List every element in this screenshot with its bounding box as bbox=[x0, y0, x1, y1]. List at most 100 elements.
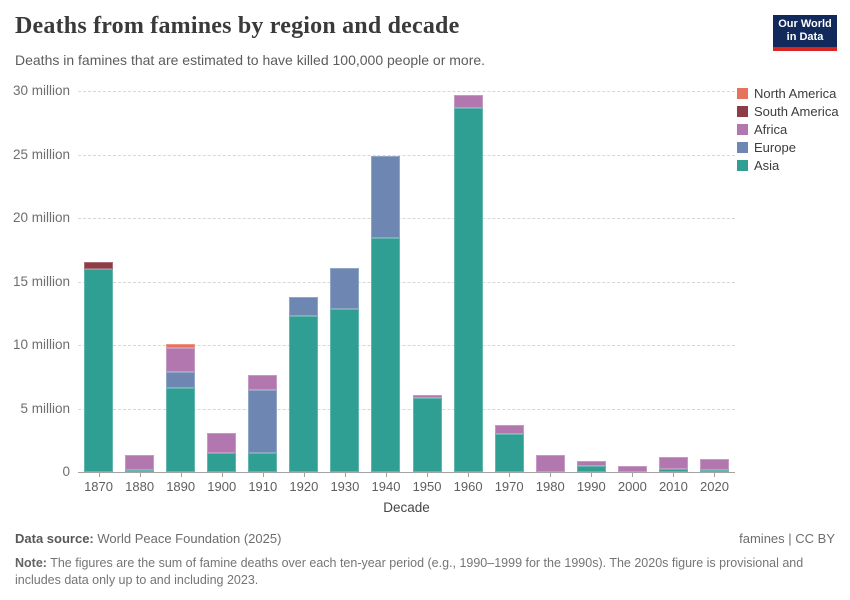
axis-tick bbox=[385, 473, 387, 477]
data-source-label: Data source: bbox=[15, 531, 94, 546]
bar-segment-africa[interactable] bbox=[166, 347, 196, 372]
y-axis-tick-label: 0 bbox=[62, 464, 70, 479]
x-axis-tick-label: 1920 bbox=[289, 479, 319, 494]
axis-tick bbox=[468, 473, 470, 477]
x-axis-tick-label: 2010 bbox=[658, 479, 688, 494]
axis-tick bbox=[98, 473, 100, 477]
legend-label: Africa bbox=[754, 121, 788, 137]
bar-segment-south-america[interactable] bbox=[84, 261, 114, 269]
bar-segment-asia[interactable] bbox=[84, 268, 114, 472]
x-axis-tick-label: 1930 bbox=[330, 479, 360, 494]
axis-tick bbox=[262, 473, 264, 477]
data-source-line: Data source: World Peace Foundation (202… bbox=[15, 531, 281, 546]
y-axis-tick-label: 10 million bbox=[12, 337, 70, 352]
bar-segment-europe[interactable] bbox=[330, 268, 360, 309]
gridline bbox=[78, 218, 735, 219]
bar-segment-africa[interactable] bbox=[617, 465, 647, 472]
bar-segment-africa[interactable] bbox=[494, 425, 524, 434]
owid-logo-line2: in Data bbox=[786, 31, 824, 43]
axis-tick bbox=[632, 473, 634, 477]
legend-label: Asia bbox=[754, 157, 780, 173]
bar-segment-africa[interactable] bbox=[576, 460, 606, 466]
bar-segment-africa[interactable] bbox=[535, 454, 565, 472]
x-axis-title: Decade bbox=[383, 500, 430, 515]
bar-segment-africa[interactable] bbox=[699, 459, 729, 471]
axis-tick bbox=[550, 473, 552, 477]
bar-segment-africa[interactable] bbox=[412, 395, 442, 399]
axis-tick bbox=[427, 473, 429, 477]
bar-segment-asia[interactable] bbox=[371, 237, 401, 472]
bar-segment-africa[interactable] bbox=[248, 375, 278, 391]
legend-swatch bbox=[737, 141, 748, 153]
bar-segment-north-america[interactable] bbox=[166, 343, 196, 348]
bar-segment-asia[interactable] bbox=[289, 315, 319, 472]
footer-note: Note: The figures are the sum of famine … bbox=[15, 555, 833, 588]
y-axis-tick-label: 25 million bbox=[12, 146, 70, 162]
legend-label: North America bbox=[754, 85, 837, 101]
bar-segment-asia[interactable] bbox=[330, 308, 360, 472]
bar-segment-africa[interactable] bbox=[207, 433, 237, 453]
x-axis-tick-label: 1870 bbox=[84, 479, 113, 494]
owid-logo-line1: Our World bbox=[778, 18, 832, 30]
bar-segment-asia[interactable] bbox=[412, 398, 442, 472]
legend-item-europe[interactable]: Europe bbox=[737, 138, 839, 156]
legend-item-south-america[interactable]: South America bbox=[737, 102, 839, 120]
axis-tick bbox=[344, 473, 346, 477]
legend-swatch bbox=[737, 123, 748, 135]
x-axis-tick-label: 1890 bbox=[166, 479, 196, 494]
gridline bbox=[78, 154, 735, 156]
legend-item-africa[interactable]: Africa bbox=[737, 120, 839, 138]
x-axis-line bbox=[78, 472, 735, 473]
x-axis-tick-label: 1900 bbox=[207, 479, 237, 494]
x-axis-tick-label: 1880 bbox=[125, 479, 155, 494]
bar-segment-asia[interactable] bbox=[125, 470, 155, 472]
chart-subtitle: Deaths in famines that are estimated to … bbox=[15, 52, 486, 68]
x-axis-tick-label: 1910 bbox=[248, 479, 278, 494]
legend-swatch bbox=[737, 87, 748, 99]
y-axis-tick-label: 15 million bbox=[12, 273, 70, 289]
axis-tick bbox=[221, 473, 223, 477]
x-axis-tick-label: 1970 bbox=[494, 479, 524, 494]
legend-item-north-america[interactable]: North America bbox=[737, 84, 839, 102]
bar-segment-asia[interactable] bbox=[658, 468, 688, 472]
bar-segment-africa[interactable] bbox=[453, 95, 483, 108]
bar-segment-europe[interactable] bbox=[289, 297, 319, 316]
bar-segment-africa[interactable] bbox=[125, 454, 155, 471]
legend-label: Europe bbox=[754, 139, 796, 155]
gridline bbox=[78, 91, 735, 92]
bar-segment-asia[interactable] bbox=[699, 470, 729, 472]
bar-segment-europe[interactable] bbox=[371, 155, 401, 238]
legend-swatch bbox=[737, 159, 748, 171]
axis-tick bbox=[509, 473, 511, 477]
y-axis-tick-label: 5 million bbox=[20, 400, 70, 416]
gridline bbox=[78, 281, 735, 283]
gridline bbox=[78, 408, 735, 410]
axis-tick bbox=[139, 473, 141, 477]
data-source-text: World Peace Foundation (2025) bbox=[97, 531, 282, 546]
axis-tick bbox=[714, 473, 716, 477]
owid-logo[interactable]: Our World in Data bbox=[773, 15, 837, 51]
bar-segment-europe[interactable] bbox=[166, 371, 196, 388]
bar-segment-asia[interactable] bbox=[207, 452, 237, 472]
x-axis-tick-label: 1960 bbox=[453, 479, 483, 494]
bar-segment-asia[interactable] bbox=[576, 465, 606, 472]
bar-segment-asia[interactable] bbox=[166, 387, 196, 472]
bar-segment-asia[interactable] bbox=[248, 452, 278, 472]
axis-tick bbox=[303, 473, 305, 477]
footer-note-text: The figures are the sum of famine deaths… bbox=[15, 556, 804, 587]
axis-tick bbox=[591, 473, 593, 477]
x-axis-tick-label: 1990 bbox=[576, 479, 606, 494]
license-link[interactable]: famines | CC BY bbox=[739, 531, 835, 546]
legend-item-asia[interactable]: Asia bbox=[737, 156, 839, 174]
x-axis-tick-label: 2020 bbox=[700, 479, 729, 494]
bar-segment-asia[interactable] bbox=[453, 107, 483, 472]
footer-note-label: Note: bbox=[15, 556, 47, 570]
bar-segment-europe[interactable] bbox=[248, 390, 278, 453]
axis-tick bbox=[180, 473, 182, 477]
legend-label: South America bbox=[754, 103, 839, 119]
bar-segment-africa[interactable] bbox=[658, 457, 688, 469]
x-axis-tick-label: 1980 bbox=[535, 479, 565, 494]
bar-segment-asia[interactable] bbox=[494, 433, 524, 472]
x-axis-tick-label: 1950 bbox=[412, 479, 442, 494]
